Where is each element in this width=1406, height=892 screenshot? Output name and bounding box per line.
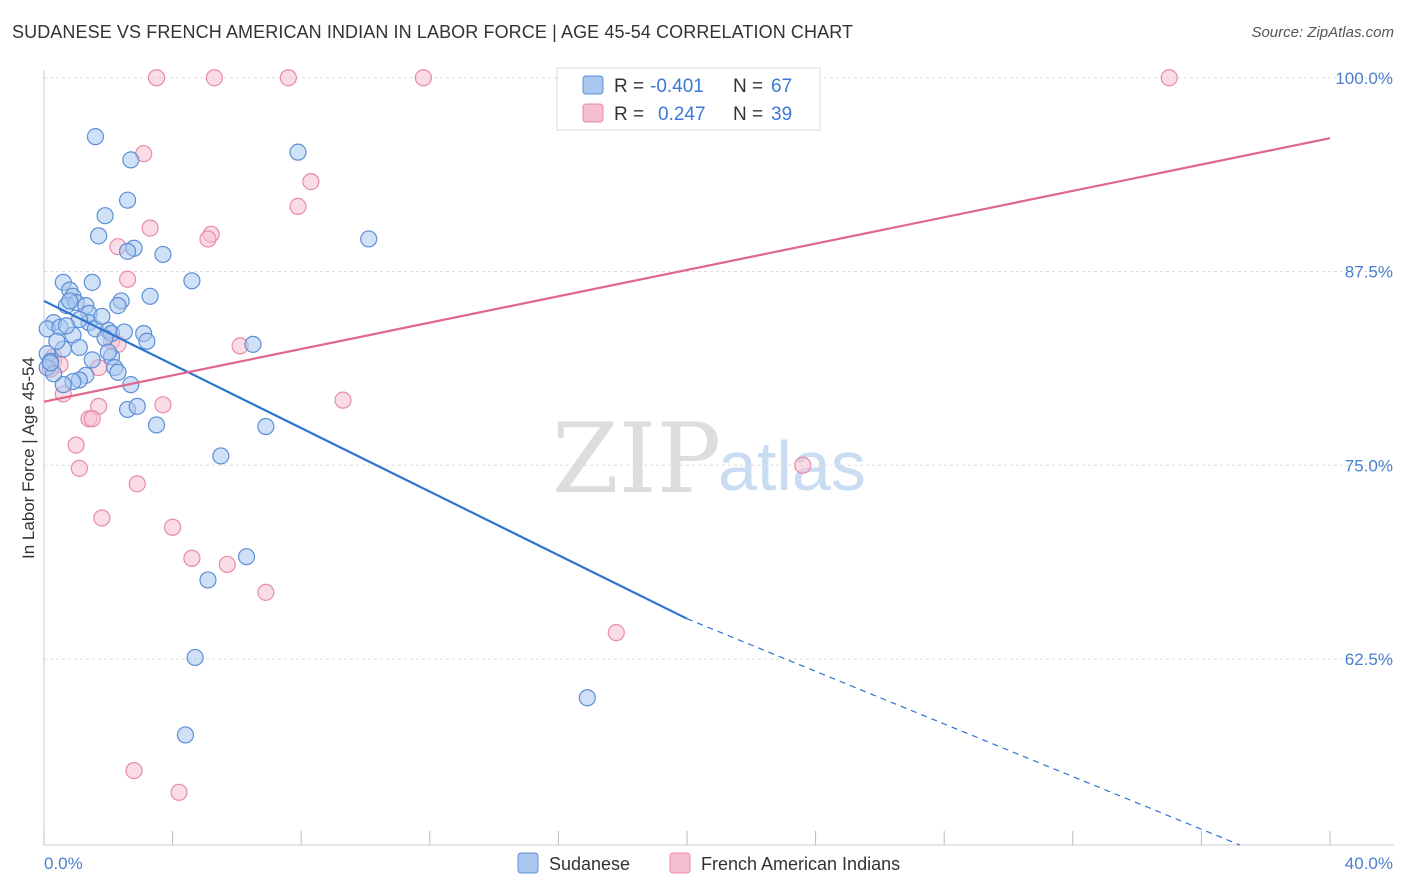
y-tick-labels: 62.5% 75.0% 87.5% 100.0%	[1335, 69, 1393, 669]
french-point-10	[199, 230, 217, 248]
french-point-4	[1160, 69, 1178, 87]
bottom-legend-label-french: French American Indians	[701, 854, 900, 874]
sudanese-point-4	[96, 207, 114, 225]
sudanese-point-55	[237, 548, 256, 566]
french-point-1	[205, 69, 223, 87]
french-point-3	[414, 69, 432, 87]
sudanese-point-13	[141, 287, 159, 305]
sudanese-point-58	[578, 689, 596, 707]
sudanese-point-65	[61, 292, 79, 310]
french-point-32	[183, 549, 201, 567]
y-axis-label: In Labor Force | Age 45-54	[19, 357, 38, 559]
french-point-0	[147, 69, 166, 87]
legend-n-value-sudanese: 67	[771, 76, 792, 97]
sudanese-point-34	[70, 338, 88, 357]
sudanese-point-63	[48, 332, 66, 350]
y-tick-label-3: 100.0%	[1335, 69, 1393, 88]
french-point-30	[93, 509, 111, 527]
sudanese-point-15	[109, 297, 127, 315]
sudanese-point-56	[199, 571, 217, 589]
sudanese-point-33	[244, 335, 262, 353]
sudanese-point-49	[41, 354, 60, 372]
bottom-legend-swatch-french	[669, 852, 691, 874]
chart-title: SUDANESE VS FRENCH AMERICAN INDIAN IN LA…	[12, 22, 854, 42]
sudanese-point-45	[54, 376, 72, 394]
watermark-atlas: atlas	[718, 427, 866, 505]
sudanese-point-57	[186, 648, 204, 667]
french-point-27	[67, 436, 85, 454]
sudanese-point-5	[90, 227, 108, 245]
french-point-23	[154, 396, 172, 414]
sudanese-point-32	[138, 332, 156, 350]
french-point-29	[128, 475, 146, 493]
sudanese-point-53	[257, 417, 275, 436]
french-point-26	[83, 410, 101, 428]
legend-box: R = -0.401 N = 67 R = 0.247 N = 39	[556, 67, 821, 131]
legend-r-value-french: 0.247	[658, 104, 706, 125]
legend-n-label-french: N =	[733, 104, 763, 125]
gridlines	[44, 77, 1394, 660]
y-tick-label-2: 87.5%	[1345, 263, 1393, 282]
french-point-2	[279, 69, 297, 87]
watermark-zip: ZIP	[552, 403, 721, 515]
legend-r-value-sudanese: -0.401	[650, 76, 704, 97]
sudanese-point-41	[109, 363, 127, 381]
legend-r-label-sudanese: R =	[614, 76, 644, 97]
source-label: Source: ZipAtlas.com	[1251, 24, 1394, 41]
sudanese-point-61	[93, 307, 111, 326]
french-point-8	[141, 219, 159, 237]
bottom-legend: Sudanese French American Indians	[517, 852, 900, 874]
x-axis-ticks	[43, 831, 1331, 845]
sudanese-point-12	[83, 273, 101, 291]
sudanese-trend-line	[43, 299, 688, 620]
french-point-38	[170, 783, 188, 801]
sudanese-point-2	[289, 143, 307, 161]
sudanese-point-3	[118, 191, 137, 209]
legend-n-label-sudanese: N =	[733, 76, 763, 97]
sudanese-trend-extension	[686, 618, 1241, 846]
legend-swatch-sudanese	[582, 75, 604, 95]
french-point-6	[302, 173, 320, 191]
french-point-28	[70, 459, 88, 477]
legend-r-label-french: R =	[614, 104, 644, 125]
french-point-33	[218, 555, 236, 574]
french-point-7	[289, 197, 307, 215]
sudanese-point-60	[57, 317, 76, 335]
sudanese-point-10	[183, 272, 201, 290]
sudanese-point-1	[122, 151, 140, 169]
sudanese-point-9	[118, 242, 137, 260]
x-tick-label-0: 0.0%	[44, 854, 83, 873]
sudanese-point-51	[128, 397, 146, 415]
french-trend-line	[43, 137, 1331, 403]
french-point-34	[257, 583, 275, 601]
bottom-legend-swatch-sudanese	[517, 852, 539, 874]
sudanese-point-66	[99, 343, 117, 361]
x-tick-label-40: 40.0%	[1345, 854, 1393, 873]
bottom-legend-label-sudanese: Sudanese	[549, 854, 630, 874]
french-point-36	[794, 456, 812, 474]
french-point-35	[607, 624, 625, 642]
sudanese-point-59	[176, 726, 195, 744]
y-tick-label-0: 62.5%	[1345, 650, 1393, 669]
sudanese-point-8	[360, 230, 378, 248]
legend-n-value-french: 39	[771, 104, 792, 125]
sudanese-point-52	[147, 416, 166, 434]
trend-lines	[43, 137, 1331, 846]
french-point-31	[164, 518, 182, 536]
sudanese-point-38	[83, 351, 101, 369]
legend-swatch-french	[582, 103, 604, 123]
sudanese-point-6	[154, 245, 172, 264]
french-point-37	[125, 761, 143, 780]
series-sudanese	[38, 128, 596, 744]
sudanese-point-54	[212, 447, 230, 465]
sudanese-point-64	[96, 329, 114, 347]
sudanese-point-0	[86, 128, 105, 146]
french-point-12	[118, 270, 137, 288]
y-tick-label-1: 75.0%	[1345, 456, 1393, 475]
french-point-24	[334, 391, 352, 409]
